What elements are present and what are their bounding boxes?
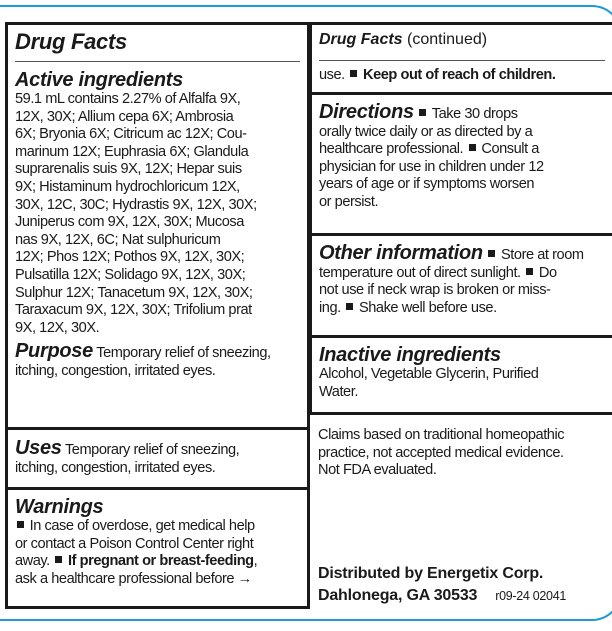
active-ingredients-line: 12X; Phos 12X; Pothos 9X, 12X, 30X; [15,249,245,266]
other-information-section: Other information Store at room temperat… [312,233,612,317]
uses-heading: Uses [15,437,62,459]
bullet-icon [468,144,476,152]
uses-line: itching, congestion, irritated eyes. [15,459,216,476]
drug-facts-right-panel: Drug Facts (continued) use. Keep out of … [309,22,612,415]
revision-code: r09-24 02041 [495,589,566,603]
bullet-icon [419,109,427,116]
active-ingredients-line: Pulsatilla 12X; Solidago 9X, 12X, 30X; [15,266,246,283]
bullet-icon [346,302,354,310]
distributor-info: Distributed by Energetix Corp. Dahlonega… [318,563,566,607]
warnings-continued: use. Keep out of reach of children. [319,67,556,83]
inactive-ingredients-heading: Inactive ingredients [319,344,501,366]
active-ingredients-line: 59.1 mL contains 2.27% of Alfalfa 9X, [15,91,241,107]
divider [15,61,300,62]
distributor-name: Distributed by Energetix Corp. [318,565,544,582]
directions-section: Directions Take 30 drops orally twice da… [312,92,612,212]
active-ingredients-line: 6X; Bryonia 6X; Citricum ac 12X; Cou- [15,126,247,143]
bottom-border-line [0,619,590,621]
warnings-line: ask a healthcare professional before → [15,570,252,587]
top-border-corner [560,5,612,47]
warnings-section: Warnings In case of overdose, get medica… [8,487,307,588]
divider [319,60,605,61]
active-ingredients-line: 9X; Histaminum hydrochloricum 12X, [15,178,240,195]
directions-heading: Directions [319,101,414,123]
distributor-address: Dahlonega, GA 30533 [318,587,478,604]
drug-facts-title: Drug Facts [15,29,127,54]
bullet-icon [488,250,496,257]
warnings-heading: Warnings [15,496,104,518]
drug-facts-title-section: Drug Facts [8,29,307,55]
active-ingredients-text: 59.1 mL contains 2.27% of Alfalfa 9X, 12X… [15,91,300,337]
purpose-heading: Purpose [15,340,93,363]
top-border-line [0,5,590,7]
bullet-icon [526,267,534,275]
purpose-text: Purpose Temporary relief of sneezing, [15,340,271,363]
purpose-line: itching, congestion, irritated eyes. [15,362,216,379]
active-ingredients-line: 12X, 30X; Allium cepa 6X; Ambrosia [15,108,234,125]
inactive-ingredients-section: Inactive ingredients Alcohol, Vegetable … [312,335,612,401]
active-ingredients-section: Active ingredients 59.1 mL contains 2.27… [8,69,307,381]
active-ingredients-line: suprarenalis suis 9X, 12X; Hepar suis [15,161,242,178]
active-ingredients-line: 30X, 12C, 30C; Hydrastis 9X, 12X, 30X; [15,196,257,213]
bullet-icon [55,556,63,564]
active-ingredients-heading: Active ingredients [15,69,183,91]
continued-title-section: Drug Facts (continued) [319,31,488,48]
bottom-border-corner [560,581,612,621]
continued-title: Drug Facts [319,31,403,48]
active-ingredients-line: Sulphur 12X; Tanacetum 9X, 12X, 30X; [15,284,253,301]
active-ingredients-line: nas 9X, 12X, 6C; Nat sulphuricum [15,231,221,248]
bullet-icon [17,521,24,528]
active-ingredients-line: marinum 12X; Euphrasia 6X; Glandula [15,143,249,160]
drug-facts-left-panel: Drug Facts Active ingredients 59.1 mL co… [5,22,310,609]
active-ingredients-line: Taraxacum 9X, 12X, 30X; Trifolium prat [15,302,252,319]
uses-section: Uses Temporary relief of sneezing, itchi… [8,427,307,477]
homeopathic-claims: Claims based on traditional homeopathic … [318,427,565,479]
active-ingredients-line: Juniperus com 9X, 12X, 30X; Mucosa [15,214,244,231]
other-information-heading: Other information [319,242,483,264]
warnings-line: or contact a Poison Control Center right [15,535,254,552]
uses-line: Temporary relief of sneezing, [61,442,240,458]
bullet-icon [350,70,358,77]
active-ingredients-line: 9X, 12X, 30X. [15,319,100,336]
